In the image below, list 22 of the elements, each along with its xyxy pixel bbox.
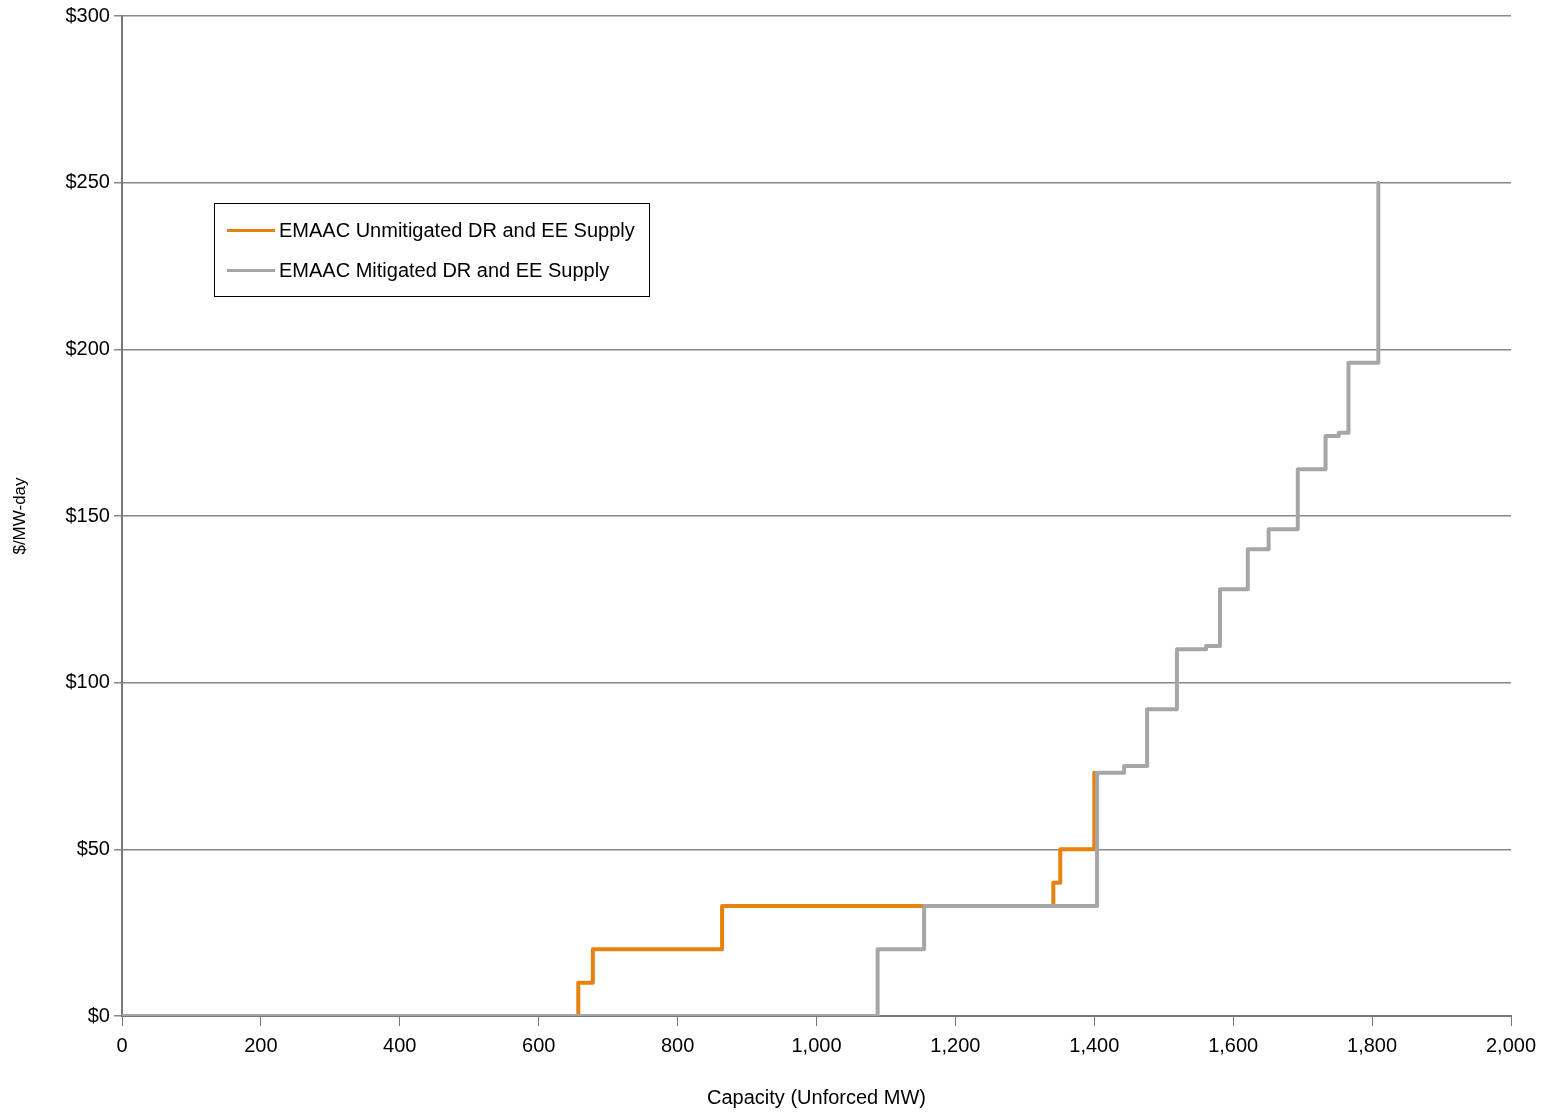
x-tick-label: 800 — [660, 1033, 695, 1056]
x-tick-label: 1,200 — [930, 1033, 981, 1056]
x-tick-label: 1,600 — [1208, 1033, 1259, 1056]
y-tick-label: $300 — [65, 3, 110, 26]
y-tick-label: $0 — [87, 1003, 110, 1026]
x-tick-label: 2,000 — [1485, 1033, 1537, 1056]
x-tick-label: 400 — [383, 1033, 417, 1056]
x-tick-label: 200 — [244, 1033, 278, 1056]
y-tick-label: $200 — [65, 336, 110, 359]
x-tick-label: 0 — [116, 1033, 128, 1056]
y-tick-label: $50 — [76, 836, 110, 859]
y-axis-title: $/MW-day — [9, 476, 29, 555]
legend-label: EMAAC Mitigated DR and EE Supply — [279, 258, 610, 282]
x-tick-label: 1,000 — [791, 1033, 842, 1056]
legend-label: EMAAC Unmitigated DR and EE Supply — [279, 218, 635, 242]
y-tick-label: $250 — [65, 170, 110, 193]
x-axis-title: Capacity (Unforced MW) — [707, 1085, 926, 1108]
x-tick-label: 1,800 — [1347, 1033, 1398, 1056]
y-tick-label: $100 — [65, 670, 110, 693]
x-tick-label: 600 — [522, 1033, 556, 1056]
y-tick-label: $150 — [65, 503, 110, 526]
x-tick-label: 1,400 — [1069, 1033, 1120, 1056]
